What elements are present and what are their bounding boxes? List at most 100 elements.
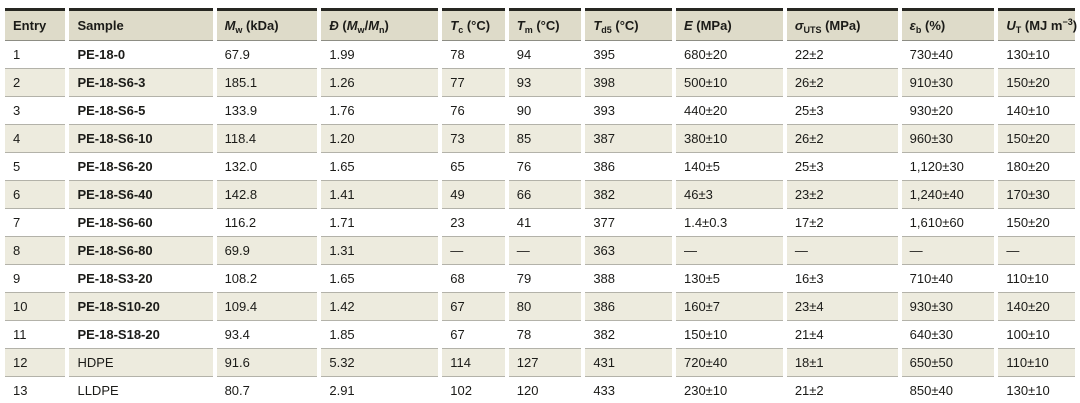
cell-epsilon-b: 960±30 (901, 125, 995, 153)
header-text-part: (°C) (532, 18, 560, 33)
header-text-part: m (524, 25, 533, 35)
cell-sigma-uts: 25±3 (786, 153, 898, 181)
cell-tm: 79 (508, 265, 582, 293)
cell-sample-name: PE-18-S6-10 (69, 125, 213, 153)
header-text-part: T (516, 18, 525, 33)
cell-e-modulus: 160±7 (675, 293, 783, 321)
cell-sample-name: LLDPE (69, 377, 212, 403)
cell-e-modulus: 380±10 (675, 125, 783, 153)
cell-entry: 5 (5, 153, 66, 181)
header-text-part: −3 (1062, 17, 1073, 27)
cell-td5: 431 (585, 349, 672, 377)
cell-td5: 382 (585, 321, 672, 349)
table-row-entry-11: 11 PE-18-S18-20 93.4 1.85 67 78 382 150±10 21±4 6… (5, 321, 1075, 349)
cell-epsilon-b: 730±40 (901, 41, 995, 69)
header-text-part: M (346, 18, 358, 33)
table-header: Entry Sample Mw (kDa) Đ (Mw/Mn) Tc (°C) Tm (°… (5, 8, 1078, 41)
header-text-part: T (593, 18, 602, 33)
cell-ut: 130±10 (998, 41, 1075, 69)
header-text-part: (MPa) (692, 18, 732, 33)
cell-tm: 93 (508, 69, 582, 97)
cell-ut: 180±20 (998, 153, 1075, 181)
cell-sample-name: PE-18-S18-20 (69, 321, 213, 349)
header-text-part: σ (794, 18, 804, 33)
column-header-tc: Tc (°C) (442, 8, 505, 41)
cell-epsilon-b: 650±50 (901, 349, 995, 377)
cell-dispersity: 1.20 (321, 125, 439, 153)
header-text-part: w (357, 25, 365, 35)
table-row-entry-12: 12 HDPE 91.6 5.32 114 127 431 720±40 18±1 650±50 1… (5, 349, 1075, 377)
header-text-part: T (1015, 25, 1022, 35)
cell-epsilon-b: 850±40 (902, 377, 995, 403)
table-header-row: Entry Sample Mw (kDa) Đ (Mw/Mn) Tc (°C) Tm (°… (5, 8, 1078, 41)
cell-sample-name: HDPE (69, 349, 213, 377)
cell-mw: 108.2 (216, 265, 318, 293)
cell-dispersity: 1.65 (321, 153, 439, 181)
cell-dispersity: 5.32 (321, 349, 439, 377)
header-text-part: ε (909, 18, 916, 33)
cell-td5: 386 (585, 153, 672, 181)
cell-sample-name: PE-18-S6-5 (69, 97, 213, 125)
cell-tm: 76 (508, 153, 582, 181)
header-text-part: (MJ m (1021, 18, 1063, 33)
cell-entry: 4 (5, 125, 66, 153)
table-row-entry-9: 9 PE-18-S3-20 108.2 1.65 68 79 388 130±5 16±3 710… (5, 265, 1075, 293)
cell-tc: — (442, 237, 505, 265)
cell-mw: 142.8 (216, 181, 318, 209)
column-header-epsilon-b: εb (%) (901, 8, 995, 41)
cell-tc: 67 (442, 293, 505, 321)
cell-epsilon-b: — (901, 237, 995, 265)
cell-td5: 387 (585, 125, 672, 153)
header-text-part: / (364, 18, 369, 33)
cell-mw: 93.4 (216, 321, 318, 349)
cell-epsilon-b: 930±30 (901, 293, 995, 321)
cell-entry: 7 (5, 209, 66, 237)
cell-sigma-uts: 23±4 (786, 293, 898, 321)
header-text-part: Sample (77, 18, 124, 33)
header-text-part: n (379, 25, 385, 35)
cell-e-modulus: 130±5 (675, 265, 783, 293)
cell-tm: 41 (508, 209, 582, 237)
cell-sigma-uts: — (786, 237, 898, 265)
cell-entry: 13 (5, 377, 65, 403)
header-text-part: Đ (329, 18, 339, 33)
cell-entry: 11 (5, 321, 66, 349)
cell-ut: 140±20 (998, 293, 1075, 321)
cell-tc: 23 (442, 209, 505, 237)
cell-e-modulus: 1.4±0.3 (675, 209, 783, 237)
cell-mw: 109.4 (216, 293, 318, 321)
cell-dispersity: 1.65 (321, 265, 439, 293)
cell-sample-name: PE-18-S3-20 (69, 265, 213, 293)
cell-sample-name: PE-18-S6-20 (69, 153, 213, 181)
cell-td5: 393 (585, 97, 672, 125)
cell-dispersity: 2.91 (321, 377, 438, 403)
cell-mw: 116.2 (216, 209, 318, 237)
cell-dispersity: 1.26 (321, 69, 439, 97)
cell-entry: 8 (5, 237, 66, 265)
header-text-part: ) (1072, 18, 1078, 33)
cell-sigma-uts: 23±2 (786, 181, 898, 209)
header-text-part: ( (338, 18, 347, 33)
cell-e-modulus: 440±20 (675, 97, 783, 125)
cell-tm: 80 (508, 293, 582, 321)
cell-ut: 150±20 (998, 125, 1075, 153)
table-row-entry-7: 7 PE-18-S6-60 116.2 1.71 23 41 377 1.4±0.3 17±2 1… (5, 209, 1075, 237)
cell-tc: 73 (442, 125, 505, 153)
header-text-part: ) (384, 18, 389, 33)
column-header-sigma-uts: σUTS (MPa) (786, 8, 898, 41)
column-header-e-modulus: E (MPa) (675, 8, 783, 41)
polymer-properties-table: Entry Sample Mw (kDa) Đ (Mw/Mn) Tc (°C) Tm (°… (1, 8, 1079, 403)
cell-entry: 1 (5, 41, 66, 69)
cell-tc: 65 (442, 153, 505, 181)
header-text-part: (°C) (463, 18, 491, 33)
column-header-td5: Td5 (°C) (585, 8, 672, 41)
cell-tc: 68 (442, 265, 505, 293)
header-text-part: (%) (921, 18, 946, 33)
cell-tc: 67 (442, 321, 505, 349)
cell-sigma-uts: 21±4 (786, 321, 898, 349)
cell-entry: 9 (5, 265, 66, 293)
cell-td5: 395 (585, 41, 672, 69)
cell-mw: 118.4 (216, 125, 318, 153)
cell-sample-name: PE-18-S6-3 (69, 69, 213, 97)
